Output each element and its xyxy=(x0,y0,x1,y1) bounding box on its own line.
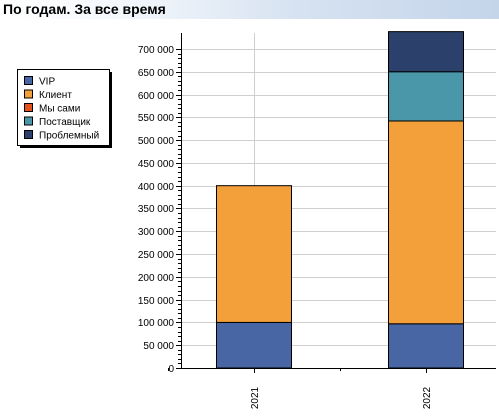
y-tick-label: 100 000 xyxy=(138,318,175,329)
legend: VIP Клиент Мы сами Поставщик Проблемный xyxy=(17,69,112,148)
legend-swatch xyxy=(24,130,33,139)
legend-label: Мы сами xyxy=(39,104,80,115)
y-tick-label: 150 000 xyxy=(138,296,175,307)
y-tick-label: 450 000 xyxy=(138,159,175,170)
y-tick-label: 350 000 xyxy=(138,204,175,215)
y-tick-label: 0 xyxy=(168,364,174,375)
y-tick-label: 600 000 xyxy=(138,91,175,102)
bar-segment xyxy=(388,120,464,325)
x-tick-label: 2022 xyxy=(422,386,433,409)
y-tick-label: 300 000 xyxy=(138,227,175,238)
axes: 0 50 000 100 000 150 000 200 000 250 000 300 0… xyxy=(138,33,496,409)
x-tick-label: 2021 xyxy=(250,386,261,409)
y-tick-label: 650 000 xyxy=(138,68,175,79)
bars xyxy=(216,31,464,369)
legend-swatch xyxy=(24,103,33,112)
y-tick-label: 500 000 xyxy=(138,136,175,147)
title-bar: По годам. За все время xyxy=(0,0,499,19)
legend-swatch xyxy=(24,116,33,126)
legend-label: Клиент xyxy=(39,90,72,101)
y-tick-label: 700 000 xyxy=(138,45,175,56)
bar-segment xyxy=(388,31,464,73)
legend-label: Проблемный xyxy=(39,130,99,142)
legend-label: Поставщик xyxy=(39,117,91,128)
bar-segment xyxy=(388,71,464,122)
y-tick-label: 550 000 xyxy=(138,113,175,124)
y-tick-label: 250 000 xyxy=(138,250,175,261)
bar-segment xyxy=(216,185,292,323)
legend-swatch xyxy=(24,76,33,85)
y-tick-label: 400 000 xyxy=(138,182,175,193)
y-tick-label: 50 000 xyxy=(143,341,174,352)
legend-label: VIP xyxy=(39,77,55,88)
chart-title: По годам. За все время xyxy=(3,1,166,17)
bar-segment xyxy=(388,323,464,369)
legend-swatch xyxy=(24,89,33,99)
bar-segment xyxy=(216,321,292,369)
y-tick-label: 200 000 xyxy=(138,273,175,284)
